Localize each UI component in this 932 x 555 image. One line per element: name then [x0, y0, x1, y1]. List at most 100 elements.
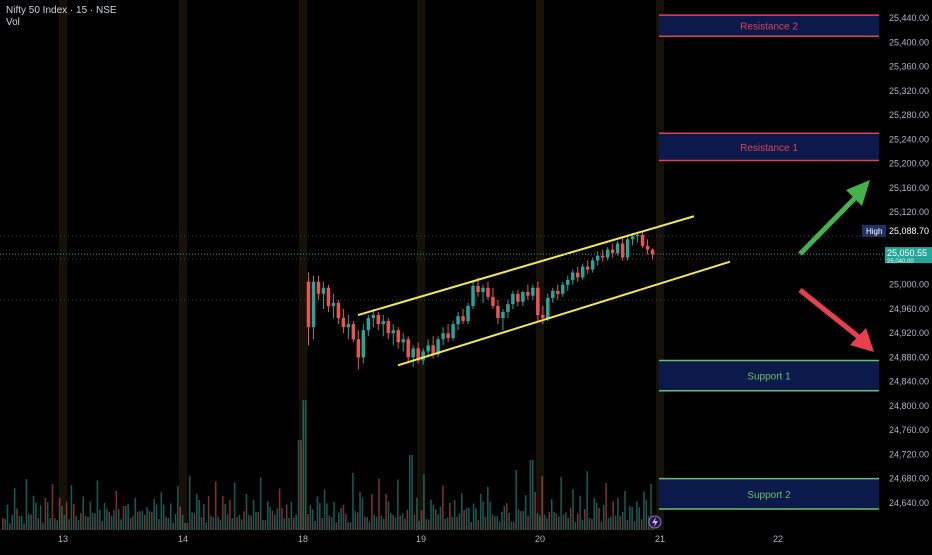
volume-bar: [129, 518, 132, 530]
candle-body: [640, 235, 645, 246]
volume-bar: [207, 496, 210, 530]
volume-bar: [567, 518, 570, 530]
volume-bar: [413, 514, 416, 530]
volume-bar: [496, 516, 499, 530]
candle-body: [431, 345, 435, 355]
volume-bar: [394, 517, 397, 530]
volume-bar: [302, 400, 305, 530]
volume-bar: [387, 501, 390, 530]
candle-body: [471, 285, 475, 306]
volume-bar: [229, 500, 231, 530]
high-price-label: 25,088.70: [889, 226, 929, 236]
volume-bar: [146, 507, 148, 530]
level-zone-support[interactable]: [659, 360, 879, 391]
volume-bar: [122, 506, 125, 530]
candle-body: [625, 239, 630, 258]
volume-bar: [321, 517, 323, 530]
candle-body: [635, 235, 640, 237]
candle-body: [366, 318, 371, 331]
channel-upper-line[interactable]: [357, 215, 695, 316]
candle-body: [321, 287, 326, 294]
x-axis-tick-label: 18: [298, 534, 308, 544]
level-zone-support[interactable]: [659, 478, 879, 509]
volume-bar: [527, 515, 529, 530]
volume-bar: [546, 518, 548, 530]
volume-bar: [4, 518, 6, 530]
candle-body: [595, 255, 600, 261]
volume-bar: [236, 517, 238, 530]
level-zone-resistance[interactable]: [659, 15, 879, 37]
candle-body: [426, 345, 430, 352]
level-label: Support 1: [747, 372, 791, 383]
volume-bar: [371, 494, 373, 530]
volume-bar: [484, 516, 487, 530]
volume-bar: [243, 511, 245, 530]
candle-body: [331, 302, 336, 306]
level-label: Resistance 2: [740, 22, 798, 33]
arrow-up-shaft: [798, 193, 860, 256]
volume-bar: [255, 512, 257, 530]
volume-bar: [274, 514, 276, 530]
candle-body: [605, 249, 610, 258]
volume-bar: [283, 518, 286, 530]
volume-bar: [174, 514, 177, 530]
candle-body: [650, 249, 655, 255]
volume-bar: [205, 522, 208, 530]
candle-body: [481, 287, 485, 293]
volume-bar: [352, 473, 354, 530]
volume-bar: [196, 493, 198, 530]
candle-body: [556, 290, 560, 294]
volume-bar: [416, 497, 418, 530]
high-badge: [862, 224, 886, 237]
volume-bar: [574, 522, 577, 530]
volume-bar: [28, 514, 30, 530]
volume-bar: [210, 516, 212, 530]
volume-bar: [517, 509, 520, 530]
volume-bar: [212, 517, 215, 530]
volume-bar: [240, 519, 243, 530]
volume-bar: [330, 517, 333, 530]
volume-bar: [477, 520, 480, 530]
volume-bar: [314, 521, 316, 530]
volume-bar: [340, 508, 342, 530]
volume-bar: [231, 518, 234, 530]
volume-bar: [134, 497, 137, 530]
volume-bar: [281, 508, 283, 530]
candle-body: [536, 287, 540, 316]
candle-body: [361, 330, 366, 358]
volume-bar: [269, 506, 271, 530]
volume-bar: [626, 520, 629, 530]
volume-bar: [408, 455, 411, 530]
volume-bar: [250, 515, 252, 530]
volume-bar: [214, 481, 217, 530]
volume-bar: [51, 484, 54, 530]
lightning-icon-glyph: [652, 517, 658, 527]
volume-bar: [136, 512, 139, 530]
volume-bar: [226, 514, 229, 530]
x-axis-tick-label: 20: [535, 534, 545, 544]
volume-bar: [557, 516, 560, 530]
volume-bar: [132, 516, 134, 530]
volume-bar: [584, 509, 586, 530]
volume-bar: [505, 503, 508, 530]
volume-bar: [179, 506, 182, 530]
level-zone-resistance[interactable]: [659, 133, 879, 161]
volume-bar: [37, 518, 40, 530]
volume-bar: [508, 512, 510, 530]
x-axis-tick-label: 21: [655, 534, 665, 544]
candle-body: [541, 315, 545, 319]
volume-bar: [186, 523, 189, 530]
volume-bar: [548, 512, 551, 530]
y-axis-tick-label: 24,800.00: [889, 401, 929, 411]
volume-bar: [418, 521, 420, 530]
volume-bar: [345, 513, 347, 530]
volume-bar: [524, 495, 527, 530]
channel-lower-line[interactable]: [397, 260, 731, 367]
volume-bar: [16, 508, 18, 530]
volume-bar: [115, 491, 118, 530]
session-separator: [656, 0, 664, 530]
volume-bar: [87, 516, 89, 530]
candle-body: [391, 330, 395, 334]
